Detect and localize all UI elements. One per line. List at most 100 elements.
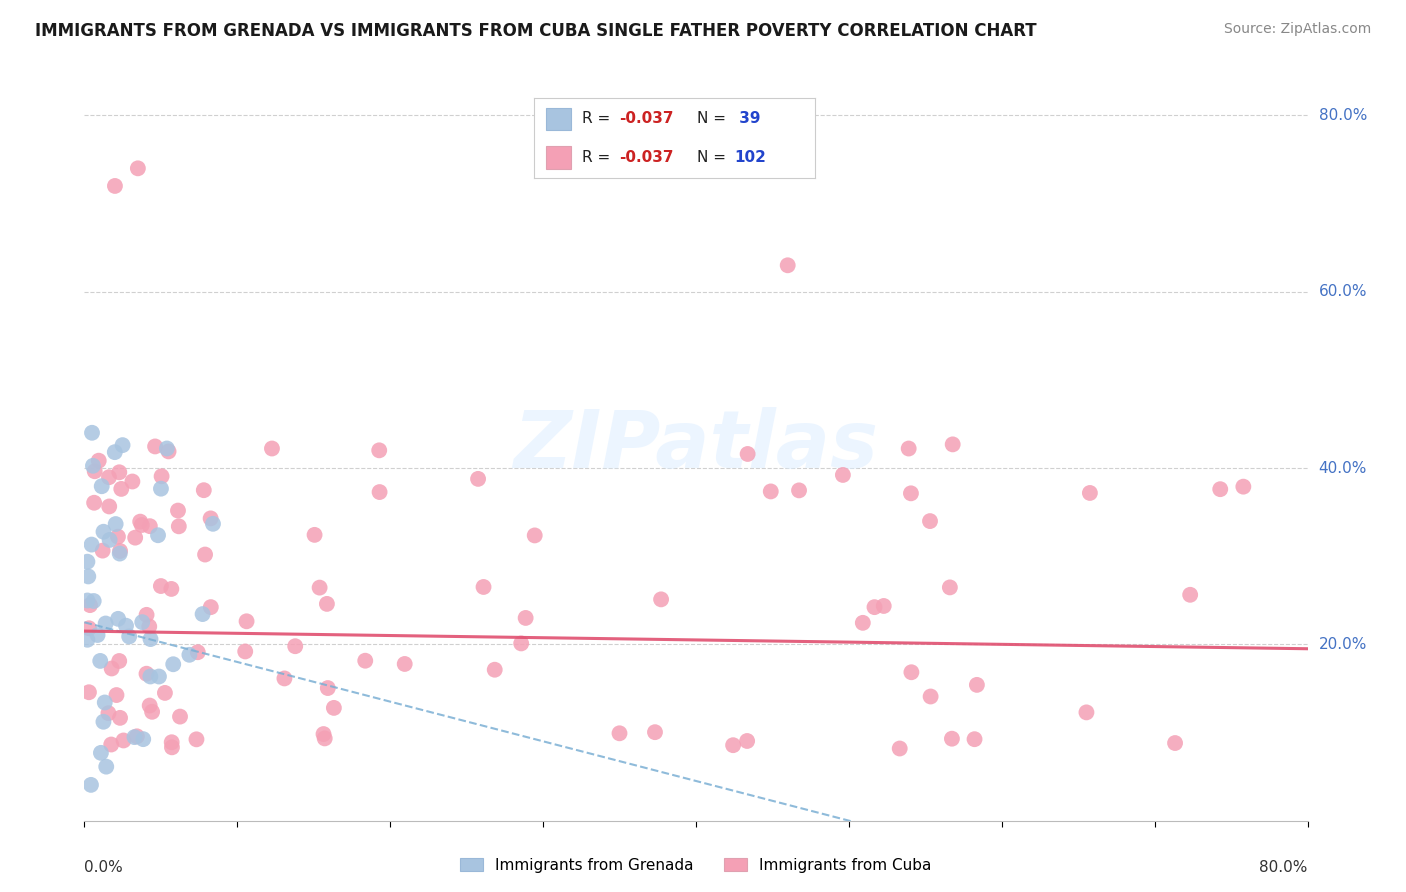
Point bbox=[314, 731, 336, 746]
Point bbox=[759, 484, 782, 499]
Point bbox=[110, 482, 132, 496]
Point bbox=[111, 438, 134, 452]
Point bbox=[1164, 736, 1187, 750]
Point bbox=[942, 437, 965, 451]
Point bbox=[284, 639, 307, 653]
Point bbox=[98, 533, 121, 547]
Point bbox=[162, 657, 184, 672]
Point bbox=[87, 453, 110, 467]
Legend: Immigrants from Grenada, Immigrants from Cuba: Immigrants from Grenada, Immigrants from… bbox=[453, 850, 939, 880]
Point bbox=[1209, 482, 1232, 496]
Point bbox=[873, 599, 896, 613]
Point bbox=[1076, 706, 1098, 720]
Point bbox=[100, 738, 122, 752]
Point bbox=[167, 519, 190, 533]
Point bbox=[153, 686, 176, 700]
Point bbox=[104, 517, 127, 532]
Point bbox=[160, 740, 183, 755]
Text: 20.0%: 20.0% bbox=[1319, 637, 1367, 652]
Point bbox=[169, 709, 191, 723]
Point bbox=[100, 661, 122, 675]
Point bbox=[97, 706, 120, 721]
Point bbox=[121, 475, 143, 489]
Point bbox=[124, 730, 146, 744]
Text: 80.0%: 80.0% bbox=[1319, 108, 1367, 123]
Point bbox=[146, 528, 169, 542]
Point bbox=[863, 600, 886, 615]
Point bbox=[83, 594, 105, 608]
Point bbox=[852, 615, 875, 630]
Point bbox=[107, 530, 129, 544]
Point bbox=[201, 516, 224, 531]
Text: N =: N = bbox=[697, 112, 731, 127]
Point bbox=[157, 444, 180, 458]
Point bbox=[737, 447, 759, 461]
Text: 80.0%: 80.0% bbox=[1260, 860, 1308, 874]
Point bbox=[187, 645, 209, 659]
Point bbox=[1178, 588, 1201, 602]
Point bbox=[108, 711, 131, 725]
Point bbox=[200, 600, 222, 615]
Point bbox=[104, 178, 127, 193]
Point bbox=[115, 618, 138, 632]
Point bbox=[735, 734, 758, 748]
Text: 102: 102 bbox=[734, 150, 766, 165]
Point bbox=[98, 470, 121, 484]
Point bbox=[149, 579, 172, 593]
Point bbox=[644, 725, 666, 739]
Point bbox=[80, 778, 103, 792]
Point bbox=[260, 442, 283, 456]
Text: N =: N = bbox=[697, 150, 731, 165]
Point bbox=[76, 593, 98, 607]
Point bbox=[322, 701, 344, 715]
Point bbox=[118, 630, 141, 644]
Point bbox=[721, 738, 744, 752]
Point bbox=[108, 544, 131, 558]
Point bbox=[129, 515, 152, 529]
Point bbox=[127, 161, 149, 176]
Point bbox=[77, 685, 100, 699]
Point bbox=[149, 482, 172, 496]
Point bbox=[135, 607, 157, 622]
Point bbox=[312, 727, 335, 741]
Text: ZIPatlas: ZIPatlas bbox=[513, 407, 879, 485]
Point bbox=[889, 741, 911, 756]
Point bbox=[650, 592, 672, 607]
Point bbox=[900, 486, 922, 500]
Point bbox=[966, 678, 988, 692]
Text: 0.0%: 0.0% bbox=[84, 860, 124, 874]
Point bbox=[609, 726, 631, 740]
Point bbox=[94, 616, 117, 631]
Point bbox=[160, 735, 183, 749]
Point bbox=[167, 503, 190, 517]
Point bbox=[354, 654, 377, 668]
Point bbox=[108, 654, 131, 668]
Point bbox=[150, 469, 173, 483]
Point bbox=[368, 443, 391, 458]
Point bbox=[138, 619, 160, 633]
Point bbox=[86, 628, 108, 642]
Point bbox=[107, 612, 129, 626]
Point bbox=[484, 663, 506, 677]
Point bbox=[368, 485, 391, 500]
Text: R =: R = bbox=[582, 150, 616, 165]
Point bbox=[104, 445, 127, 459]
Point bbox=[963, 732, 986, 747]
Point bbox=[80, 425, 103, 440]
Point bbox=[83, 464, 105, 478]
Point bbox=[304, 528, 326, 542]
Point bbox=[316, 681, 339, 695]
Point bbox=[1232, 480, 1254, 494]
Point bbox=[515, 611, 537, 625]
Point bbox=[235, 615, 257, 629]
Point bbox=[108, 465, 131, 479]
Point bbox=[124, 531, 146, 545]
Point bbox=[138, 698, 160, 713]
FancyBboxPatch shape bbox=[546, 146, 571, 169]
Point bbox=[200, 511, 222, 525]
Point bbox=[160, 582, 183, 596]
Point bbox=[105, 688, 128, 702]
Point bbox=[394, 657, 416, 671]
Point bbox=[80, 538, 103, 552]
Point bbox=[96, 759, 118, 773]
